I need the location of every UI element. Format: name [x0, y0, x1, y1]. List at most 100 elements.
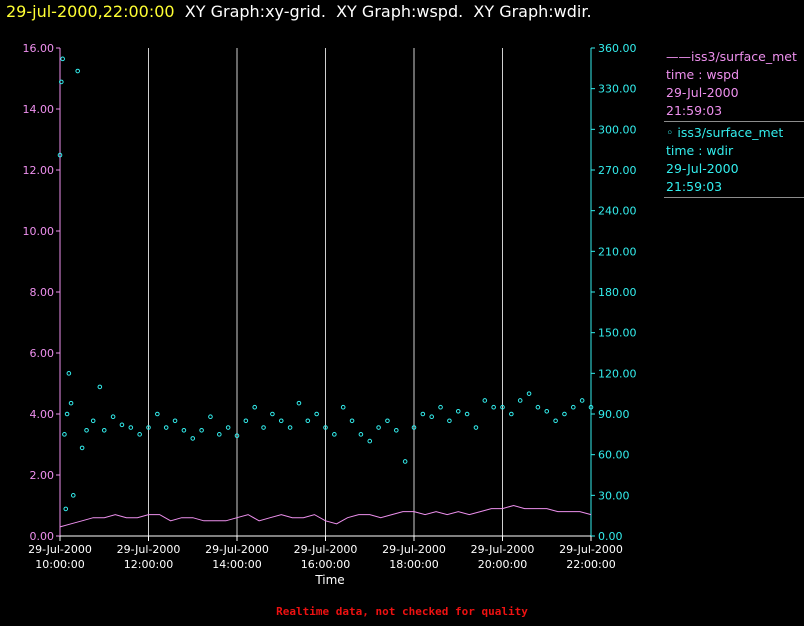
- x-tick-time-1: 12:00:00: [124, 558, 173, 571]
- wdir-point-11: [84, 427, 89, 433]
- wdir-point-34: [278, 418, 284, 424]
- quality-notice: Realtime data, not checked for quality: [276, 605, 528, 618]
- wdir-point-42: [349, 418, 355, 424]
- wdir-point-37: [305, 418, 311, 424]
- x-tick-date-5: 29-Jul-2000: [471, 543, 535, 556]
- wdir-point-57: [482, 398, 488, 403]
- left-tick-label-1: 2.00: [30, 469, 55, 482]
- x-tick-date-2: 29-Jul-2000: [205, 543, 269, 556]
- legend-wspd-time: 21:59:03: [666, 103, 723, 118]
- wdir-point-55: [464, 411, 470, 417]
- right-tick-label-6: 180.00: [598, 286, 637, 299]
- wdir-point-56: [473, 425, 479, 430]
- wspd-line-layer: [59, 504, 592, 528]
- wdir-point-18: [137, 432, 142, 437]
- wdir-point-30: [243, 418, 249, 424]
- wdir-point-43: [358, 432, 364, 437]
- wdir-point-64: [544, 408, 550, 414]
- wdir-point-4: [63, 506, 69, 512]
- wdir-point-17: [128, 425, 134, 430]
- wdir-point-51: [429, 414, 435, 420]
- wdir-point-58: [491, 404, 496, 410]
- x-tick-date-6: 29-Jul-2000: [559, 543, 623, 556]
- x-tick-time-6: 22:00:00: [566, 558, 615, 571]
- x-tick-time-2: 14:00:00: [212, 558, 261, 571]
- legend-wdir-source: ◦ iss3/surface_met: [666, 125, 784, 140]
- wdir-point-47: [394, 427, 399, 433]
- wdir-point-10: [79, 445, 85, 451]
- right-tick-label-0: 0.00: [598, 530, 623, 543]
- wdir-point-62: [526, 391, 532, 396]
- x-axis-label: Time: [314, 573, 344, 587]
- wdir-point-63: [535, 404, 541, 410]
- wdir-point-67: [571, 404, 576, 410]
- wdir-point-54: [455, 408, 461, 414]
- wdir-point-27: [217, 432, 222, 437]
- wdir-point-46: [385, 418, 390, 424]
- right-tick-label-3: 90.00: [598, 408, 630, 421]
- wdir-point-6: [66, 371, 72, 376]
- wdir-scatter-layer: [57, 56, 594, 512]
- wdir-point-33: [270, 411, 275, 417]
- wdir-point-9: [75, 68, 80, 74]
- wdir-point-44: [367, 438, 373, 444]
- x-tick-date-4: 29-Jul-2000: [382, 543, 446, 556]
- wdir-point-23: [181, 427, 187, 433]
- legend-wspd-source: ——iss3/surface_met: [666, 49, 797, 64]
- right-tick-label-4: 120.00: [598, 367, 637, 380]
- wdir-point-49: [411, 425, 417, 430]
- left-tick-label-2: 4.00: [30, 408, 55, 421]
- wdir-point-29: [234, 433, 240, 438]
- chart-header: 29-jul-2000,22:00:00 XY Graph:xy-grid. X…: [6, 2, 592, 21]
- wdir-point-60: [509, 411, 514, 417]
- left-tick-label-5: 10.00: [23, 225, 55, 238]
- legend-entry-wspd: ——iss3/surface_met time : wspd 29-Jul-20…: [664, 46, 804, 122]
- wdir-point-22: [172, 418, 178, 424]
- wdir-point-2: [60, 56, 65, 62]
- wdir-point-1: [59, 79, 64, 85]
- legend-wdir-date: 29-Jul-2000: [666, 161, 739, 176]
- x-tick-date-3: 29-Jul-2000: [294, 543, 358, 556]
- wdir-point-38: [314, 411, 319, 417]
- left-tick-label-0: 0.00: [30, 530, 55, 543]
- right-tick-label-10: 300.00: [598, 123, 637, 136]
- wdir-point-68: [579, 398, 585, 403]
- right-tick-label-5: 150.00: [598, 327, 637, 340]
- left-tick-label-7: 14.00: [23, 103, 55, 116]
- wdir-point-7: [68, 400, 74, 406]
- left-tick-label-6: 12.00: [23, 164, 55, 177]
- legend-wdir-time: 21:59:03: [666, 179, 723, 194]
- wdir-point-28: [225, 425, 231, 430]
- right-tick-label-9: 270.00: [598, 164, 637, 177]
- wdir-point-35: [287, 425, 293, 430]
- wdir-point-24: [190, 436, 196, 441]
- legend-wspd-variable: time : wspd: [666, 67, 740, 82]
- wdir-point-66: [562, 411, 567, 417]
- right-tick-label-2: 60.00: [598, 449, 630, 462]
- wdir-point-13: [97, 384, 103, 390]
- wdir-point-14: [101, 427, 107, 433]
- wdir-point-41: [340, 404, 346, 410]
- x-tick-time-0: 10:00:00: [35, 558, 84, 571]
- wdir-point-36: [296, 400, 302, 406]
- right-tick-label-1: 30.00: [598, 489, 630, 502]
- wspd-line: [59, 504, 592, 528]
- legend-entry-wdir: ◦ iss3/surface_met time : wdir 29-Jul-20…: [664, 122, 804, 198]
- wdir-point-16: [119, 422, 125, 428]
- wdir-point-31: [252, 404, 257, 410]
- x-tick-time-5: 20:00:00: [478, 558, 527, 571]
- legend: ——iss3/surface_met time : wspd 29-Jul-20…: [664, 46, 804, 198]
- right-tick-label-7: 210.00: [598, 245, 637, 258]
- left-tick-label-3: 6.00: [30, 347, 55, 360]
- x-tick-date-1: 29-Jul-2000: [117, 543, 181, 556]
- wdir-point-3: [62, 432, 67, 437]
- header-graph-list: XY Graph:xy-grid. XY Graph:wspd. XY Grap…: [174, 2, 592, 21]
- wdir-point-32: [261, 425, 266, 430]
- wdir-point-25: [199, 427, 204, 433]
- wdir-point-45: [376, 425, 381, 430]
- wdir-point-5: [64, 411, 70, 417]
- wdir-point-65: [553, 418, 558, 424]
- right-tick-label-8: 240.00: [598, 205, 637, 218]
- wdir-point-26: [208, 414, 213, 420]
